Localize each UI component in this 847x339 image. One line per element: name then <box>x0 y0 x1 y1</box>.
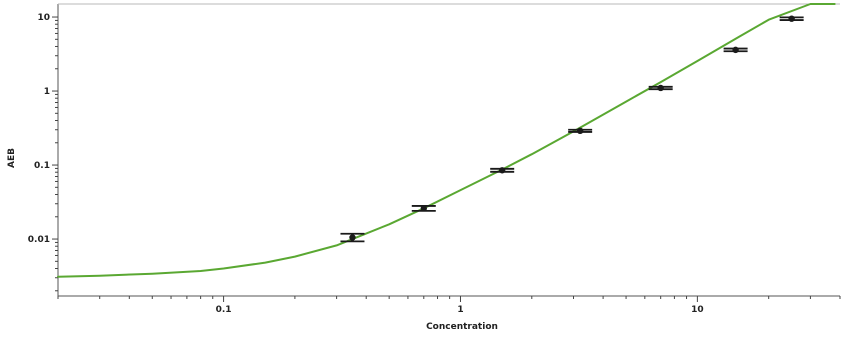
point-marker <box>498 167 506 174</box>
data-point <box>411 205 436 212</box>
point-marker <box>657 84 664 92</box>
point-marker <box>732 46 739 54</box>
data-point <box>340 232 365 243</box>
point-marker <box>576 127 584 135</box>
data-point <box>568 127 593 135</box>
y-axis-title: AEB <box>7 148 17 168</box>
point-marker <box>788 15 795 22</box>
data-points-layer <box>340 15 804 243</box>
y-tick-label: 10 <box>37 13 50 23</box>
x-tick-label: 10 <box>691 305 704 315</box>
data-point <box>779 15 804 22</box>
point-marker <box>420 205 427 212</box>
point-marker <box>349 234 356 241</box>
fit-curve <box>57 3 836 278</box>
fit-line-layer <box>57 3 836 278</box>
data-point <box>648 84 673 92</box>
y-tick-label: 0.1 <box>34 161 50 171</box>
y-tick-label: 0.01 <box>28 235 50 245</box>
axes-group: 0.1 1 10 0.01 0.1 1 10 <box>28 3 841 315</box>
x-axis-title: Concentration <box>426 322 498 332</box>
data-point <box>723 46 748 54</box>
x-tick-label: 1 <box>457 305 463 315</box>
y-tick-label: 1 <box>44 87 50 97</box>
data-point <box>490 167 515 174</box>
x-tick-label: 0.1 <box>216 305 232 315</box>
